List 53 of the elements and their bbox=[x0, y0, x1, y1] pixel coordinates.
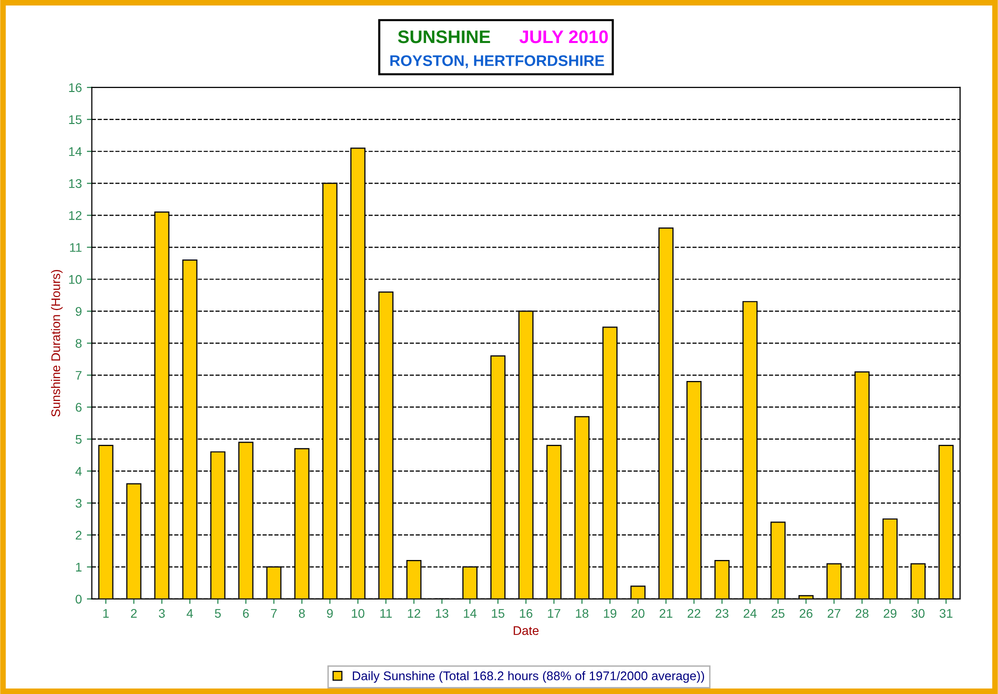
x-tick-label: 30 bbox=[912, 608, 925, 618]
y-tick-label: 16 bbox=[69, 83, 82, 92]
y-tick-label: 11 bbox=[70, 243, 82, 252]
x-tick-label: 28 bbox=[856, 608, 868, 618]
y-tick-label: 8 bbox=[76, 338, 82, 348]
y-tick-label: 5 bbox=[76, 435, 82, 444]
y-axis-title: Sunshine Duration (Hours) bbox=[50, 270, 63, 417]
x-tick-label: 24 bbox=[744, 608, 757, 618]
y-tick-label: 9 bbox=[76, 307, 82, 316]
x-tick-label: 14 bbox=[464, 609, 477, 618]
x-tick-label: 9 bbox=[327, 608, 333, 618]
y-tick-label: 12 bbox=[69, 211, 82, 220]
x-tick-label: 1 bbox=[103, 609, 109, 618]
x-tick-label: 20 bbox=[632, 608, 644, 618]
x-tick-label: 4 bbox=[186, 609, 193, 618]
x-tick-label: 5 bbox=[214, 609, 221, 618]
x-tick-label: 18 bbox=[576, 608, 588, 618]
x-tick-label: 21 bbox=[660, 608, 672, 618]
x-tick-label: 7 bbox=[271, 609, 277, 618]
y-tick-label: 13 bbox=[69, 179, 82, 188]
y-tick-label: 10 bbox=[69, 275, 82, 284]
chart-title: SUNSHINE JULY 2010 bbox=[398, 30, 608, 44]
x-tick-label: 10 bbox=[352, 608, 364, 618]
x-tick-label: 11 bbox=[380, 609, 392, 618]
y-tick-label: 0 bbox=[76, 594, 82, 604]
y-tick-label: 1 bbox=[76, 562, 82, 572]
x-tick-label: 17 bbox=[548, 609, 560, 618]
y-tick-label: 6 bbox=[76, 402, 82, 412]
y-tick-label: 3 bbox=[76, 498, 82, 508]
y-tick-label: 7 bbox=[76, 371, 82, 380]
y-tick-label: 14 bbox=[69, 147, 82, 156]
x-tick-label: 13 bbox=[436, 608, 448, 618]
x-tick-label: 31 bbox=[940, 608, 952, 618]
chart-subtitle: ROYSTON, HERTFORDSHIRE bbox=[390, 55, 604, 68]
y-tick-label: 15 bbox=[69, 115, 82, 124]
x-tick-label: 16 bbox=[520, 608, 532, 618]
x-axis-title: Date bbox=[514, 626, 539, 636]
x-tick-label: 19 bbox=[604, 608, 616, 618]
x-tick-label: 26 bbox=[800, 608, 812, 618]
x-tick-label: 3 bbox=[158, 608, 165, 618]
legend-label: Daily Sunshine (Total 168.2 hours (88% of 1971/2000 average)) bbox=[352, 671, 704, 683]
x-tick-label: 23 bbox=[716, 608, 728, 618]
y-tick-label: 4 bbox=[75, 466, 82, 476]
y-tick-label: 2 bbox=[76, 530, 82, 540]
x-tick-label: 12 bbox=[408, 608, 420, 618]
x-tick-label: 6 bbox=[243, 608, 249, 618]
x-tick-label: 8 bbox=[298, 608, 305, 618]
x-tick-label: 27 bbox=[828, 608, 840, 618]
x-tick-label: 25 bbox=[772, 608, 784, 618]
x-tick-label: 22 bbox=[688, 608, 700, 618]
x-tick-label: 29 bbox=[884, 608, 896, 618]
x-tick-label: 2 bbox=[130, 608, 137, 618]
x-tick-label: 15 bbox=[492, 609, 504, 618]
